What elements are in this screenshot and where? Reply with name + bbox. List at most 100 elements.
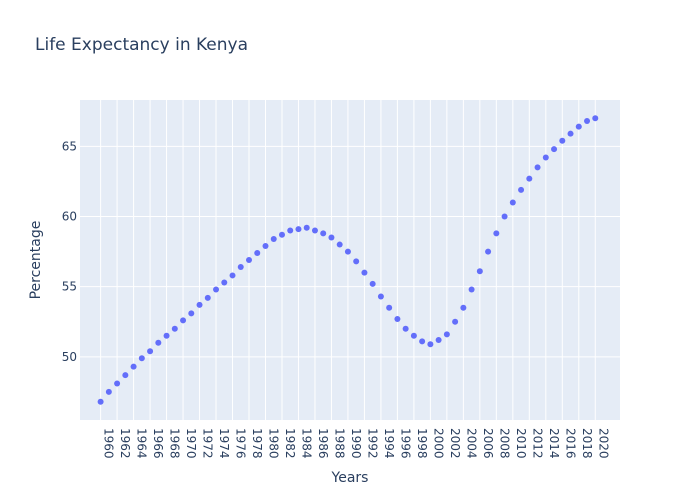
data-point [518,186,525,193]
x-tick-label: 2000 [431,428,445,459]
data-point [287,227,294,234]
data-point [344,248,351,255]
x-tick-label: 1982 [283,428,297,459]
data-point [402,325,409,332]
x-tick-label: 1970 [184,428,198,459]
data-point [221,279,228,286]
data-point [509,199,516,206]
data-point [328,234,335,241]
data-points [97,115,599,405]
data-point [147,348,154,355]
x-tick-label: 2004 [464,428,478,459]
data-point [476,268,483,275]
data-point [452,318,459,325]
data-point [229,272,236,279]
x-tick-label: 1978 [250,428,264,459]
data-point [105,388,112,395]
x-tick-label: 1992 [365,428,379,459]
data-point [213,286,220,293]
data-point [97,398,104,405]
y-tick-label: 55 [62,280,77,294]
data-point [410,332,417,339]
data-point [130,363,137,370]
data-point [114,380,121,387]
data-point [180,317,187,324]
data-point [163,332,170,339]
x-tick-label: 1980 [266,428,280,459]
x-tick-label: 1968 [168,428,182,459]
x-tick-label: 1996 [398,428,412,459]
data-point [551,146,558,153]
grid-lines [80,100,620,420]
data-point [246,257,253,263]
plot-area [80,100,620,420]
data-point [542,154,549,161]
x-tick-label: 1984 [299,428,313,459]
data-point [584,118,591,125]
data-point [270,235,277,242]
data-point [262,242,269,249]
data-point [295,226,302,233]
data-point [419,338,426,345]
data-point [526,175,533,182]
data-point [155,339,162,346]
data-point [171,325,178,332]
x-tick-label: 1962 [118,428,132,459]
x-tick-label: 1974 [217,428,231,459]
x-tick-label: 2016 [563,428,577,459]
data-point [204,294,211,301]
data-point [237,264,244,271]
data-point [592,115,599,122]
data-point [460,304,467,311]
data-point [567,130,574,137]
data-point [254,249,261,256]
data-point [353,258,360,265]
data-point [377,293,384,300]
data-point [394,315,401,322]
y-tick-label: 50 [62,350,77,364]
data-point [361,269,368,276]
x-tick-label: 1976 [234,428,248,459]
data-point [468,286,475,293]
x-axis-title: Years [331,470,369,486]
data-point [369,280,376,287]
data-point [278,231,285,238]
x-tick-label: 1964 [135,428,149,459]
data-point [386,304,393,311]
data-point [534,164,541,171]
data-point [138,355,145,362]
chart-title: Life Expectancy in Kenya [35,35,248,55]
x-tick-label: 2012 [530,428,544,459]
y-tick-label: 65 [62,139,77,153]
x-tick-label: 1990 [349,428,363,459]
x-tick-label: 2010 [514,428,528,459]
data-point [320,230,327,237]
x-tick-label: 1986 [316,428,330,459]
x-tick-label: 1960 [102,428,116,459]
data-point [336,241,343,248]
data-point [311,227,318,234]
data-point [427,341,434,348]
x-tick-label: 2020 [596,428,610,459]
data-point [485,248,492,255]
x-tick-label: 1998 [415,428,429,459]
x-tick-label: 2008 [497,428,511,459]
x-tick-label: 1966 [151,428,165,459]
x-tick-label: 1994 [382,428,396,459]
data-point [501,213,508,220]
x-tick-label: 2014 [547,428,561,459]
data-point [122,372,129,379]
x-tick-label: 1972 [201,428,215,459]
y-axis-title: Percentage [28,221,44,300]
x-tick-label: 2006 [481,428,495,459]
data-point [196,301,203,308]
data-point [559,137,566,144]
x-axis-ticks: 1960 1962 1964 1966 1968 1970 1972 1974 1976 1978… [102,428,611,459]
x-tick-label: 1988 [332,428,346,459]
y-axis-ticks: 50 55 60 65 [62,139,77,364]
data-point [303,224,310,231]
x-tick-label: 2002 [448,428,462,459]
data-point [443,331,450,338]
y-tick-label: 60 [62,209,77,223]
